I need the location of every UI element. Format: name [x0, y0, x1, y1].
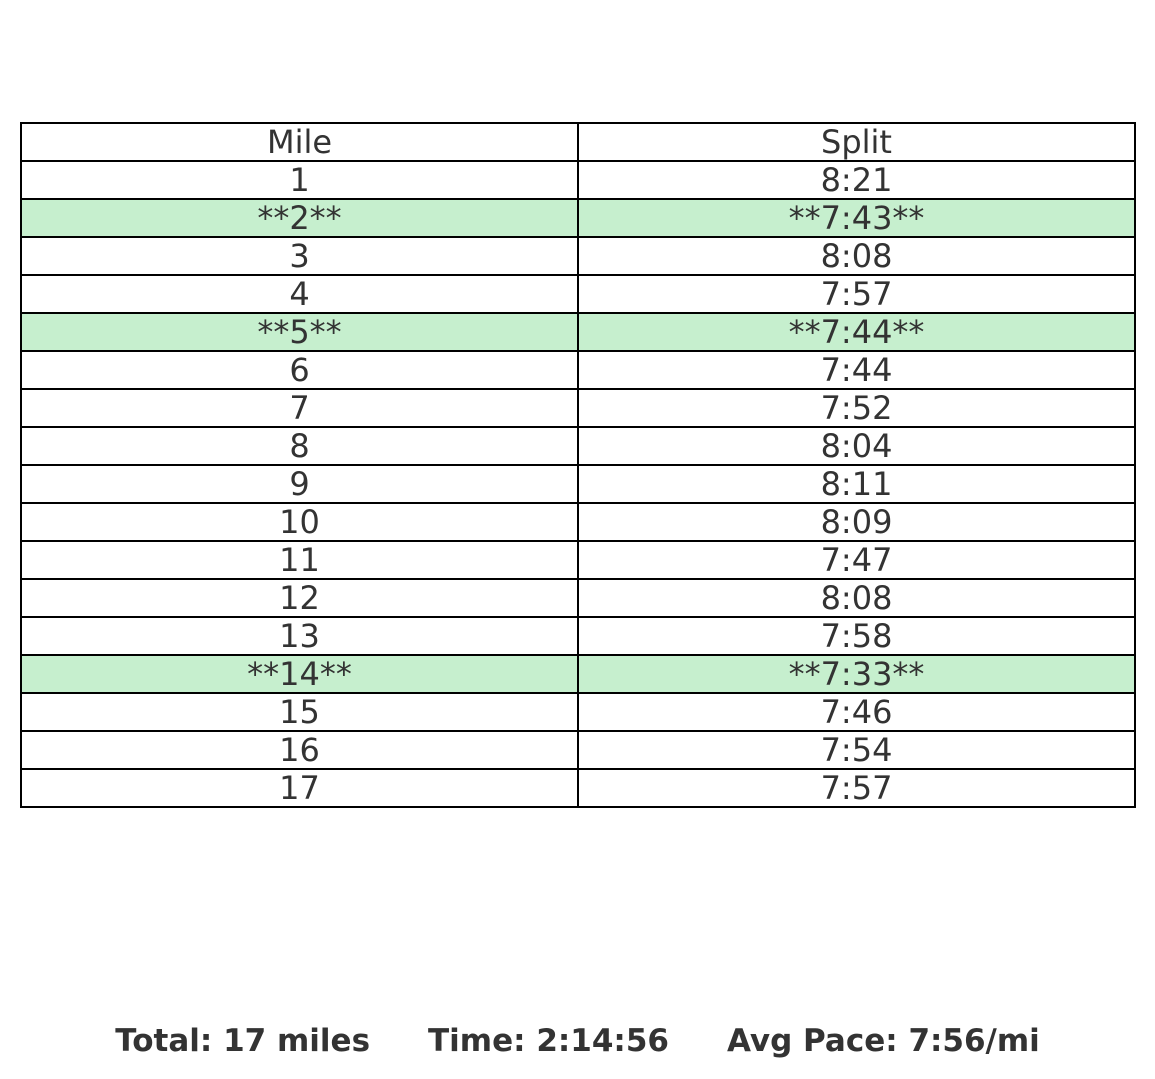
split-cell: 7:52 [577, 388, 1136, 428]
mile-cell: 9 [20, 464, 579, 504]
header-mile: Mile [20, 122, 579, 162]
mile-cell: 16 [20, 730, 579, 770]
mile-cell: 10 [20, 502, 579, 542]
split-cell: 8:08 [577, 236, 1136, 276]
mile-cell: **5** [20, 312, 579, 352]
table-row: 10 8:09 [20, 502, 1136, 542]
split-cell: **7:33** [577, 654, 1136, 694]
mile-cell: 7 [20, 388, 579, 428]
summary-avg-pace: Avg Pace: 7:56/mi [726, 1023, 1040, 1059]
table-row: 11 7:47 [20, 540, 1136, 580]
table-row: 1 8:21 [20, 160, 1136, 200]
table-row: **2** **7:43** [20, 198, 1136, 238]
split-cell: 8:09 [577, 502, 1136, 542]
summary-time: Time: 2:14:56 [428, 1023, 669, 1059]
split-cell: **7:44** [577, 312, 1136, 352]
table-row: 3 8:08 [20, 236, 1136, 276]
split-cell: 8:11 [577, 464, 1136, 504]
mile-cell: **2** [20, 198, 579, 238]
table-row: 6 7:44 [20, 350, 1136, 390]
split-cell: 7:46 [577, 692, 1136, 732]
table-row: 4 7:57 [20, 274, 1136, 314]
splits-table: Mile Split 1 8:21 **2** **7:43** 3 8:08 4 7:57 *… [20, 122, 1136, 808]
mile-cell: 6 [20, 350, 579, 390]
mile-cell: 3 [20, 236, 579, 276]
table-row: 9 8:11 [20, 464, 1136, 504]
mile-cell: 1 [20, 160, 579, 200]
split-cell: 7:54 [577, 730, 1136, 770]
split-cell: 8:08 [577, 578, 1136, 618]
mile-cell: 15 [20, 692, 579, 732]
split-cell: **7:43** [577, 198, 1136, 238]
table-row: 13 7:58 [20, 616, 1136, 656]
mile-cell: 8 [20, 426, 579, 466]
table-row: 12 8:08 [20, 578, 1136, 618]
table-row: **5** **7:44** [20, 312, 1136, 352]
mile-cell: **14** [20, 654, 579, 694]
table-row: 8 8:04 [20, 426, 1136, 466]
summary-bar: Total: 17 miles Time: 2:14:56 Avg Pace: … [0, 1020, 1155, 1062]
mile-cell: 12 [20, 578, 579, 618]
split-cell: 8:21 [577, 160, 1136, 200]
split-cell: 7:44 [577, 350, 1136, 390]
table-row: **14** **7:33** [20, 654, 1136, 694]
split-cell: 7:58 [577, 616, 1136, 656]
mile-cell: 4 [20, 274, 579, 314]
table-row: 7 7:52 [20, 388, 1136, 428]
table-row: 16 7:54 [20, 730, 1136, 770]
split-cell: 8:04 [577, 426, 1136, 466]
mile-cell: 13 [20, 616, 579, 656]
mile-cell: 11 [20, 540, 579, 580]
header-split: Split [577, 122, 1136, 162]
summary-total: Total: 17 miles [115, 1023, 371, 1059]
split-cell: 7:57 [577, 274, 1136, 314]
table-row: 15 7:46 [20, 692, 1136, 732]
split-cell: 7:57 [577, 768, 1136, 808]
table-body: 1 8:21 **2** **7:43** 3 8:08 4 7:57 **5** **7:44*… [20, 160, 1136, 808]
mile-cell: 17 [20, 768, 579, 808]
header-row: Mile Split [20, 122, 1136, 162]
split-cell: 7:47 [577, 540, 1136, 580]
table-row: 17 7:57 [20, 768, 1136, 808]
